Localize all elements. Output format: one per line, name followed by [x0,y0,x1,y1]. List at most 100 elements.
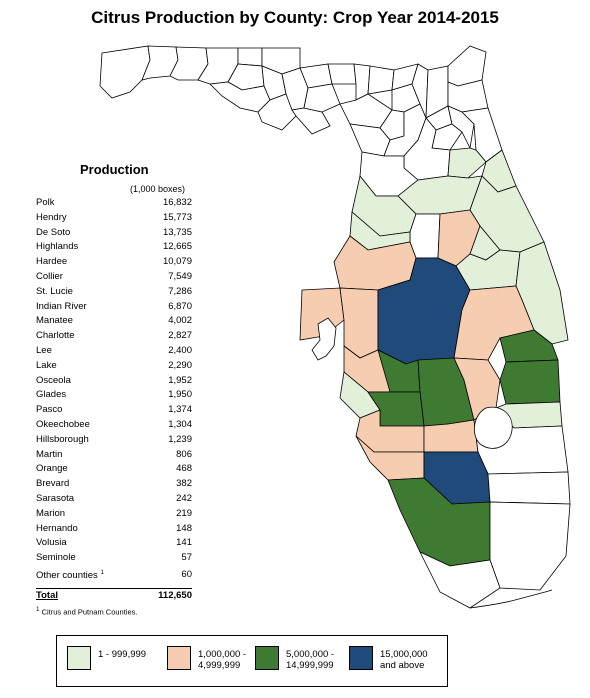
production-value: 7,549 [168,270,192,282]
county-duval [447,79,489,113]
production-table: Polk 16,832 Hendry 15,773 De Soto 13,735 Highl… [36,196,192,584]
table-row: Glades 1,950 [36,388,192,403]
county-name: Lake [36,359,57,371]
lake-okeechobee [473,406,513,449]
county-name: Collier [36,270,63,282]
table-row: Collier 7,549 [36,270,192,285]
legend-swatch-4 [349,646,373,670]
table-row: Lee 2,400 [36,344,192,359]
county-name: De Soto [36,226,71,238]
county-name: Polk [36,197,55,208]
footnote-text: Citrus and Putnam Counties. [41,607,138,617]
county-name: Lee [36,344,52,356]
table-row: Brevard 382 [36,477,192,492]
table-row: Volusia 141 [36,536,192,551]
table-row: Hillsborough 1,239 [36,433,192,448]
table-row: Other counties 1 60 [36,566,192,584]
table-row: St. Lucie 7,286 [36,285,192,300]
county-monroe [419,551,501,609]
production-value: 1,304 [168,418,192,430]
production-value: 1,952 [168,374,192,386]
table-row: Okeechobee 1,304 [36,418,192,433]
county-broward [487,471,571,505]
production-heading: Production [80,162,149,177]
table-row: Seminole 57 [36,551,192,566]
county-franklin [291,107,331,135]
county-leon [327,63,357,85]
legend-item-1: 1 - 999,999 [67,646,146,670]
legend-item-3: 5,000,000 - 14,999,999 [255,646,334,671]
production-value: 1,374 [168,404,192,416]
county-name: St. Lucie [36,285,73,297]
table-row: Osceola 1,952 [36,374,192,389]
legend-swatch-2 [167,646,191,670]
table-row: De Soto 13,735 [36,226,192,241]
production-value: 57 [181,552,192,564]
production-value: 141 [176,537,192,549]
total-value: 112,650 [158,590,192,601]
production-value: 2,290 [168,359,192,371]
county-name: Osceola [36,374,71,386]
production-value: 13,735 [162,226,192,238]
production-value: 15,773 [162,211,192,223]
county-name: Pasco [36,404,63,416]
legend-label-1: 1 - 999,999 [98,649,147,660]
table-row: Marion 219 [36,507,192,522]
county-name: Charlotte [36,330,75,342]
footnote-mark: 1 [36,606,40,613]
county-name: Glades [36,389,67,401]
production-total-row: Total 112,650 [36,588,192,601]
production-value: 4,002 [168,315,192,327]
production-value: 382 [176,478,192,490]
production-value: 10,079 [162,256,192,268]
county-miami-dade [489,501,571,591]
table-row: Pasco 1,374 [36,403,192,418]
county-name: Volusia [36,537,67,549]
production-units: (1,000 boxes) [130,184,186,194]
county-name: Hendry [36,211,67,223]
legend-swatch-1 [67,646,91,670]
production-value: 219 [176,507,192,519]
table-row: Hardee 10,079 [36,255,192,270]
table-row: Charlotte 2,827 [36,329,192,344]
production-value: 60 [181,568,192,580]
table-row: Hendry 15,773 [36,211,192,226]
county-name: Hernando [36,522,78,534]
county-wakulla [303,83,341,113]
county-name: Martin [36,448,63,460]
production-value: 242 [176,492,192,504]
table-row: Martin 806 [36,448,192,463]
table-row: Lake 2,290 [36,359,192,374]
county-name: Hardee [36,256,68,268]
county-name: Hillsborough [36,433,89,445]
county-name: Orange [36,463,68,475]
county-escambia [99,45,151,99]
production-value: 806 [176,448,192,460]
table-row: Sarasota 242 [36,492,192,507]
production-value: 2,827 [168,330,192,342]
legend-item-4: 15,000,000 and above [349,646,428,671]
tampa-bay [311,317,337,361]
county-name: Okeechobee [36,418,90,430]
table-row: Highlands 12,665 [36,240,192,255]
county-name: Seminole [36,552,76,564]
county-name: Manatee [36,315,73,327]
table-row: Manatee 4,002 [36,314,192,329]
production-value: 12,665 [162,241,192,253]
production-value: 148 [176,522,192,534]
county-name: Sarasota [36,492,75,504]
map-title: Citrus Production by County: Crop Year 2… [91,8,499,27]
legend-swatch-3 [255,646,279,670]
production-value: 1,239 [168,433,192,445]
keys [469,589,553,609]
legend-label-2: 1,000,000 - 4,999,999 [198,649,247,671]
legend-item-2: 1,000,000 - 4,999,999 [167,646,246,671]
table-row: Polk 16,832 [36,196,192,211]
legend-label-3: 5,000,000 - 14,999,999 [286,649,335,671]
county-madison [367,65,395,95]
production-value: 7,286 [168,285,192,297]
production-value: 6,870 [168,300,192,312]
legend-label-4: 15,000,000 and above [380,649,428,671]
table-row: Orange 468 [36,462,192,477]
